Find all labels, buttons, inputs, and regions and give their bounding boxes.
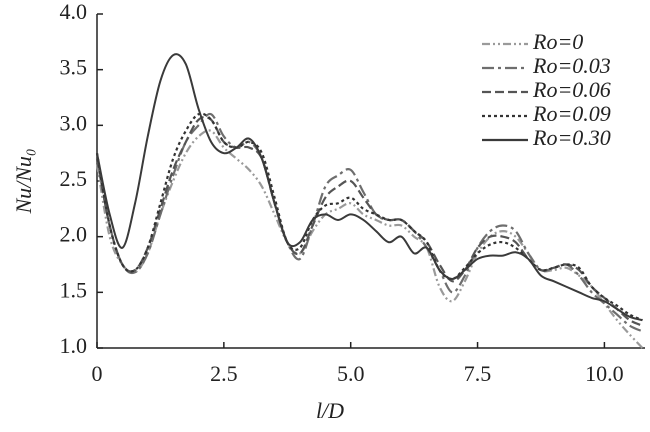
x-tick-label: 10.0 [585,361,624,386]
y-tick-label: 1.0 [60,333,88,358]
y-tick-label: 3.0 [60,110,88,135]
x-tick-label: 0 [92,361,103,386]
y-tick-label: 1.5 [60,277,88,302]
x-tick-label: 7.5 [464,361,492,386]
legend-label: Ro=0 [532,29,583,54]
y-tick-label: 2.0 [60,222,88,247]
legend-label: Ro=0.30 [532,125,611,150]
legend-label: Ro=0.09 [532,101,611,126]
y-tick-label: 2.5 [60,166,88,191]
x-axis-label: l/D [316,398,344,423]
legend-label: Ro=0.03 [532,53,611,78]
line-series [95,129,644,349]
line-series [96,53,643,322]
x-tick-label: 2.5 [210,361,238,386]
x-tick-label: 5.0 [337,361,365,386]
line-series [95,112,643,322]
y-tick-label: 4.0 [60,0,88,24]
y-tick-label: 3.5 [60,55,88,80]
y-axis-label: Nu/Nu₀ [11,148,36,214]
legend-label: Ro=0.06 [532,77,611,102]
